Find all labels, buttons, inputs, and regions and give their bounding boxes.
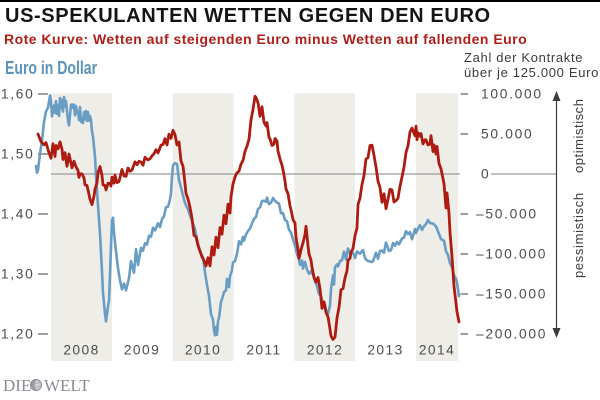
svg-text:pessimistisch: pessimistisch bbox=[571, 192, 586, 278]
svg-text:–200.000: –200.000 bbox=[476, 327, 547, 342]
svg-text:2010: 2010 bbox=[185, 343, 221, 358]
svg-text:–150.000: –150.000 bbox=[476, 287, 547, 302]
svg-text:50.000: 50.000 bbox=[481, 127, 533, 142]
svg-text:2012: 2012 bbox=[307, 343, 343, 358]
svg-text:–50.000: –50.000 bbox=[476, 207, 538, 222]
svg-text:1,30: 1,30 bbox=[1, 267, 35, 282]
svg-text:100.000: 100.000 bbox=[481, 87, 543, 102]
svg-text:1,20: 1,20 bbox=[1, 327, 35, 342]
svg-text:2011: 2011 bbox=[246, 343, 281, 358]
svg-text:2013: 2013 bbox=[367, 343, 403, 358]
svg-text:2014: 2014 bbox=[419, 343, 455, 358]
svg-text:1,50: 1,50 bbox=[1, 147, 35, 162]
svg-text:1,40: 1,40 bbox=[1, 207, 35, 222]
svg-text:optimistisch: optimistisch bbox=[571, 98, 586, 173]
svg-text:0: 0 bbox=[481, 167, 490, 182]
svg-text:1,60: 1,60 bbox=[1, 87, 35, 102]
svg-text:2009: 2009 bbox=[124, 343, 160, 358]
svg-text:2008: 2008 bbox=[63, 343, 99, 358]
svg-text:–100.000: –100.000 bbox=[476, 247, 547, 262]
